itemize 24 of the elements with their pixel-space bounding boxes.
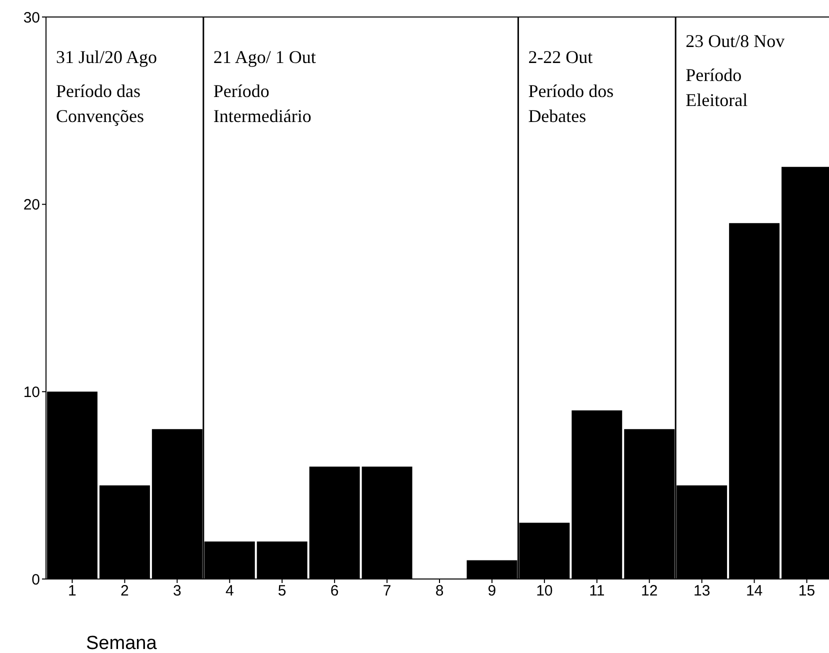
- x-tick-label: 2: [120, 582, 129, 600]
- x-tick-label: 13: [693, 582, 710, 600]
- x-tick-label: 4: [225, 582, 234, 600]
- y-tick-label: 20: [23, 196, 40, 214]
- y-tick-label: 0: [32, 571, 40, 588]
- y-tick-label: 30: [23, 9, 40, 26]
- x-tick-label: 5: [278, 582, 286, 600]
- x-tick-label: 15: [798, 582, 816, 600]
- x-tick-label: 1: [68, 582, 76, 600]
- x-tick-label: 6: [330, 582, 339, 600]
- annotation: 23 Out/8 Nov Período Eleitoral: [686, 31, 785, 110]
- x-tick-label: 12: [641, 582, 658, 600]
- x-tick-label: 14: [746, 582, 763, 600]
- x-tick-label: 3: [172, 582, 182, 600]
- annotation: 21 Ago/ 1 Out Período Intermediário: [213, 47, 316, 126]
- x-axis-title: Semana: [86, 633, 158, 653]
- annotation: 2-22 Out Período dos Debates: [528, 47, 614, 126]
- x-tick-label: 9: [488, 582, 496, 600]
- x-tick-label: 8: [435, 582, 444, 600]
- x-tick-label: 7: [382, 582, 392, 600]
- y-tick-label: 10: [23, 384, 40, 401]
- x-tick-label: 10: [536, 582, 553, 600]
- x-tick-label: 11: [589, 582, 605, 600]
- annotation: 31 Jul/20 Ago Período das Convenções: [56, 47, 158, 126]
